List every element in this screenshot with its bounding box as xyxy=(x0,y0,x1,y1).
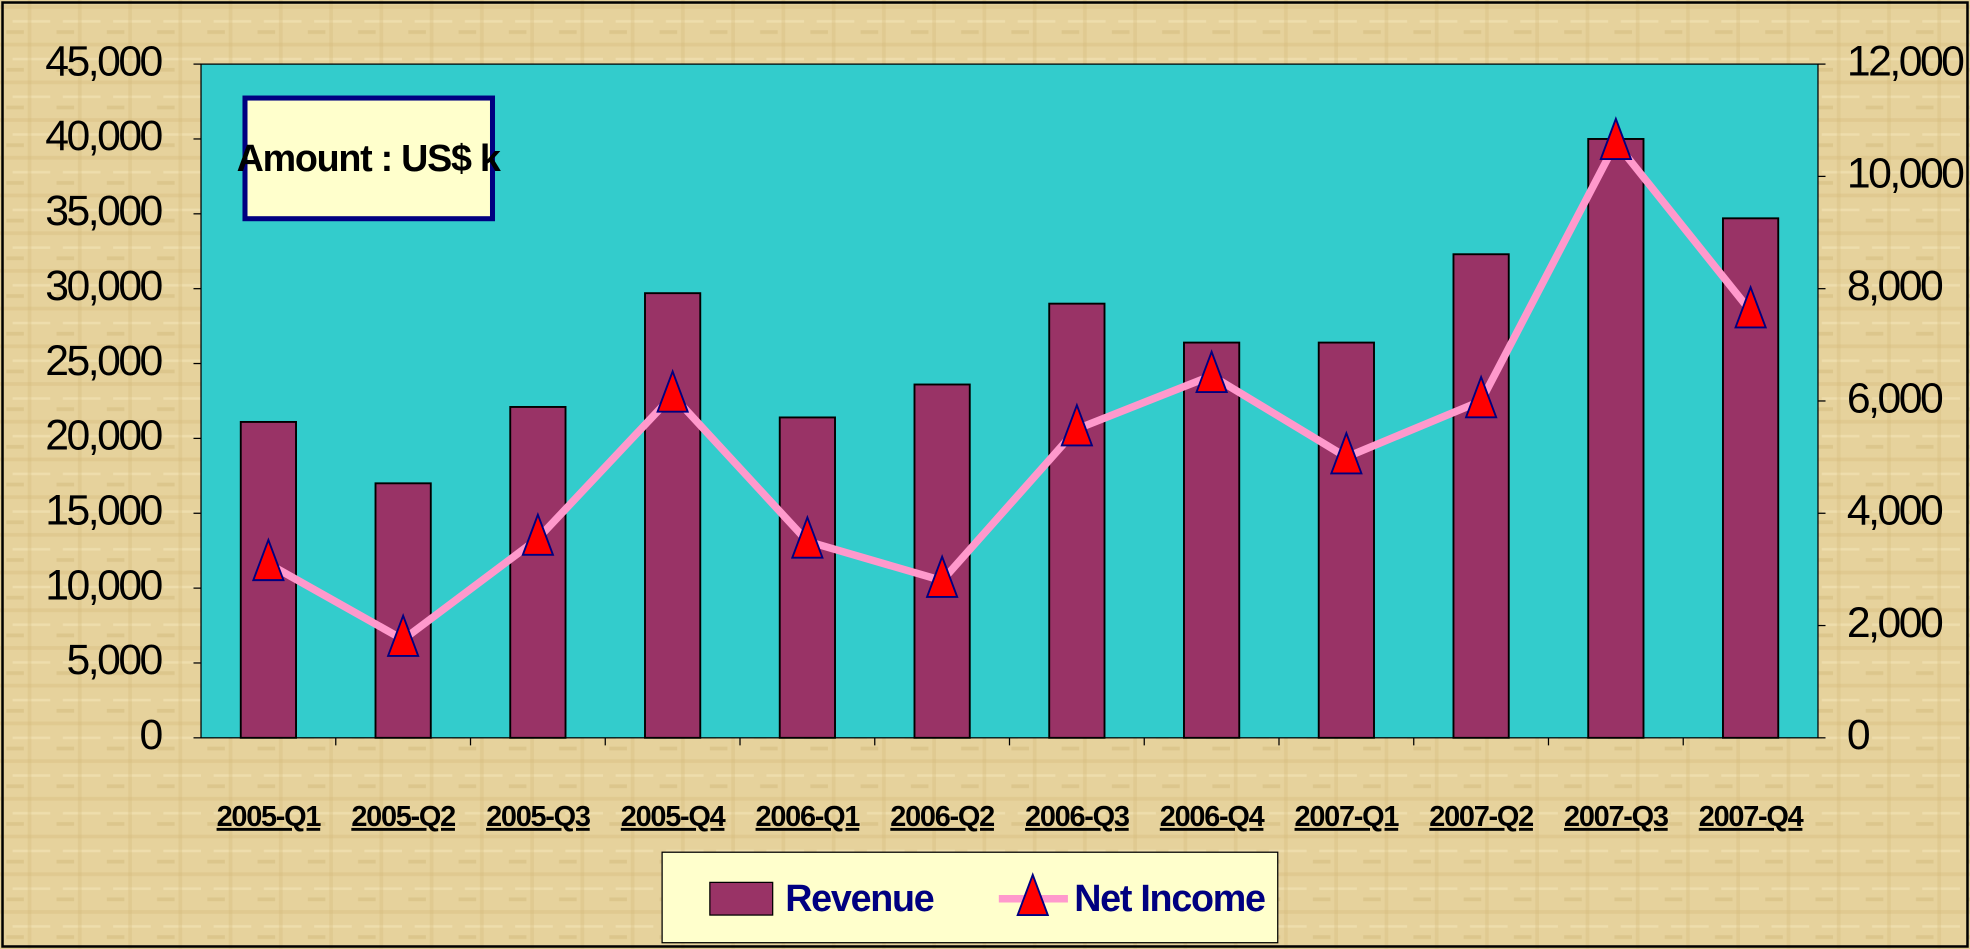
marker xyxy=(386,613,420,657)
y-tick-label: 15,000 xyxy=(45,487,162,535)
legend-label: Net Income xyxy=(1074,877,1265,919)
y2-tick-label: 0 xyxy=(1847,711,1870,759)
bar xyxy=(1452,253,1510,739)
y2-tick-label: 4,000 xyxy=(1847,487,1943,535)
marker xyxy=(251,537,285,582)
bar xyxy=(778,416,836,739)
x-tick-label: 2005-Q3 xyxy=(486,801,591,833)
legend-swatch xyxy=(709,881,774,916)
y-tick-label: 5,000 xyxy=(66,636,162,684)
line xyxy=(266,135,1754,645)
x-tick-label: 2006-Q2 xyxy=(890,801,994,833)
marker xyxy=(1599,116,1633,160)
y2-tick-label: 6,000 xyxy=(1847,374,1943,422)
y-tick-label: 35,000 xyxy=(45,187,162,235)
x-tick-label: 2005-Q1 xyxy=(217,801,322,833)
y-tick-label: 0 xyxy=(140,711,163,759)
x-tick-label: 2005-Q4 xyxy=(621,801,726,833)
y2-tick-label: 8,000 xyxy=(1847,262,1943,310)
marker xyxy=(656,368,690,413)
bar xyxy=(644,292,702,739)
bar xyxy=(374,482,432,739)
y-tick-label: 40,000 xyxy=(45,112,162,160)
annotation: Amount : US$ k xyxy=(237,137,501,179)
y-tick-label: 25,000 xyxy=(45,337,162,385)
bar xyxy=(509,406,567,739)
marks xyxy=(239,116,1780,739)
y2-tick-label: 2,000 xyxy=(1847,599,1943,647)
y2-tick-label: 12,000 xyxy=(1847,37,1964,85)
x-tick-label: 2007-Q1 xyxy=(1295,801,1400,833)
y-tick-label: 10,000 xyxy=(45,561,162,609)
y2-tick-label: 10,000 xyxy=(1847,150,1964,198)
marker xyxy=(1195,349,1229,393)
marker xyxy=(1464,374,1498,419)
legend-marker xyxy=(1016,872,1050,917)
marker xyxy=(790,514,824,559)
bar xyxy=(1048,302,1106,739)
x-tick-label: 2006-Q3 xyxy=(1025,801,1130,833)
x-tick-label: 2007-Q4 xyxy=(1699,801,1804,833)
marker xyxy=(1060,402,1094,447)
y-tick-label: 45,000 xyxy=(45,37,162,85)
x-tick-label: 2007-Q2 xyxy=(1429,801,1533,833)
x-tick-label: 2006-Q1 xyxy=(756,801,861,833)
marker xyxy=(521,511,555,556)
bar xyxy=(1317,341,1375,739)
x-tick-label: 2007-Q3 xyxy=(1564,801,1669,833)
marker xyxy=(1734,284,1768,329)
marker xyxy=(1329,430,1363,475)
x-tick-label: 2006-Q4 xyxy=(1160,801,1265,833)
x-tick-label: 2005-Q2 xyxy=(351,801,455,833)
y-tick-label: 30,000 xyxy=(45,262,162,310)
legend-label: Revenue xyxy=(785,877,934,919)
y-tick-label: 20,000 xyxy=(45,412,162,460)
bar xyxy=(1183,341,1241,739)
bar xyxy=(1587,138,1645,739)
annotation-box xyxy=(242,95,496,222)
marker xyxy=(925,554,959,598)
